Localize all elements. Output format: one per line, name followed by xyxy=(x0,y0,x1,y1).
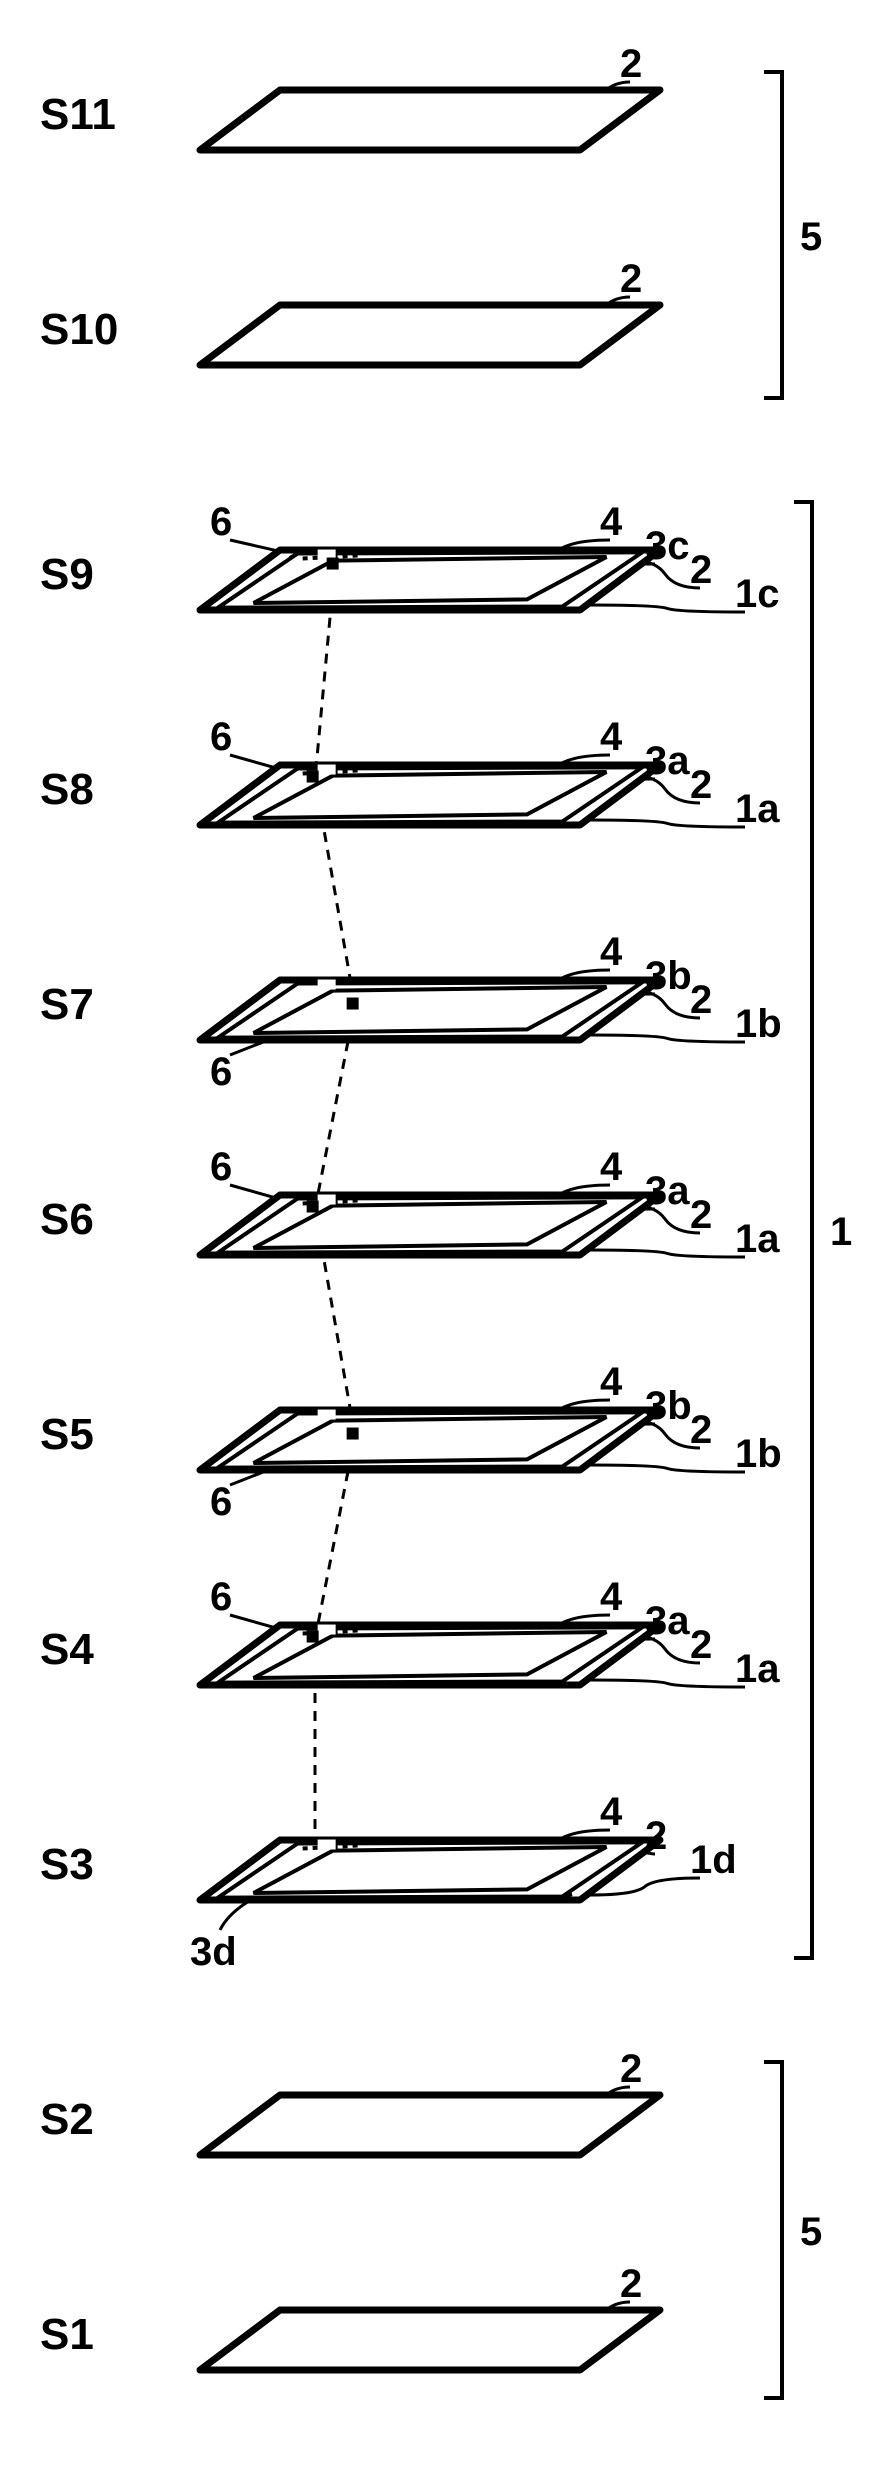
layer-label-s7: S7 xyxy=(40,980,94,1030)
layer-s8 xyxy=(180,745,680,935)
callout-s8-1a: 1a xyxy=(735,787,780,832)
layer-s7 xyxy=(180,960,680,1150)
layer-s11 xyxy=(180,70,680,260)
callout-s10-2: 2 xyxy=(620,257,642,302)
callout-s7-1b: 1b xyxy=(735,1002,782,1047)
via-label-s5: 6 xyxy=(210,1480,232,1525)
layer-s3 xyxy=(180,1820,680,2010)
callout-s9-1c: 1c xyxy=(735,572,780,617)
layer-label-s4: S4 xyxy=(40,1625,94,1675)
via-label-s8: 6 xyxy=(210,715,232,760)
callout-s7-3b: 3b xyxy=(645,954,692,999)
layer-s1 xyxy=(180,2290,680,2480)
callout-s1-2: 2 xyxy=(620,2262,642,2307)
callout-s4-2: 2 xyxy=(690,1623,712,1668)
via-label-s7: 6 xyxy=(210,1050,232,1095)
layer-s9 xyxy=(180,530,680,720)
via-label-s4: 6 xyxy=(210,1575,232,1620)
layer-s6 xyxy=(180,1175,680,1365)
layer-s2 xyxy=(180,2075,680,2265)
layer-label-s3: S3 xyxy=(40,1840,94,1890)
callout-s5-1b: 1b xyxy=(735,1432,782,1477)
callout-s6-4: 4 xyxy=(600,1145,622,1190)
callout-s3-2: 2 xyxy=(645,1814,667,1859)
callout-s5-4: 4 xyxy=(600,1360,622,1405)
layer-label-s9: S9 xyxy=(40,550,94,600)
bracket-1-1 xyxy=(810,500,814,1960)
layer-s10 xyxy=(180,285,680,475)
callout-s3-3d: 3d xyxy=(190,1930,237,1975)
callout-s6-2: 2 xyxy=(690,1193,712,1238)
callout-s3-4: 4 xyxy=(600,1790,622,1835)
layer-label-s2: S2 xyxy=(40,2095,94,2145)
callout-s9-4: 4 xyxy=(600,500,622,545)
callout-s6-1a: 1a xyxy=(735,1217,780,1262)
callout-s8-4: 4 xyxy=(600,715,622,760)
callout-s9-3c: 3c xyxy=(645,524,690,569)
layer-label-s1: S1 xyxy=(40,2310,94,2360)
callout-s5-2: 2 xyxy=(690,1408,712,1453)
callout-s4-1a: 1a xyxy=(735,1647,780,1692)
callout-s4-4: 4 xyxy=(600,1575,622,1620)
layer-s4 xyxy=(180,1605,680,1795)
callout-s4-3a: 3a xyxy=(645,1599,690,1644)
callout-s7-4: 4 xyxy=(600,930,622,975)
callout-s8-2: 2 xyxy=(690,763,712,808)
bracket-label-5-0: 5 xyxy=(800,215,822,260)
layer-label-s10: S10 xyxy=(40,305,118,355)
callout-s7-2: 2 xyxy=(690,978,712,1023)
layer-s5 xyxy=(180,1390,680,1580)
callout-s2-2: 2 xyxy=(620,2047,642,2092)
via-label-s9: 6 xyxy=(210,500,232,545)
callout-s8-3a: 3a xyxy=(645,739,690,784)
bracket-5-2 xyxy=(780,2060,784,2400)
bracket-5-0 xyxy=(780,70,784,400)
layer-label-s11: S11 xyxy=(40,90,116,140)
layer-label-s6: S6 xyxy=(40,1195,94,1245)
layer-label-s8: S8 xyxy=(40,765,94,815)
callout-s9-2: 2 xyxy=(690,548,712,593)
layer-label-s5: S5 xyxy=(40,1410,94,1460)
bracket-label-5-2: 5 xyxy=(800,2210,822,2255)
bracket-label-1-1: 1 xyxy=(830,1210,852,1255)
via-label-s6: 6 xyxy=(210,1145,232,1190)
callout-s5-3b: 3b xyxy=(645,1384,692,1429)
callout-s11-2: 2 xyxy=(620,42,642,87)
callout-s3-1d: 1d xyxy=(690,1838,737,1883)
callout-s6-3a: 3a xyxy=(645,1169,690,1214)
